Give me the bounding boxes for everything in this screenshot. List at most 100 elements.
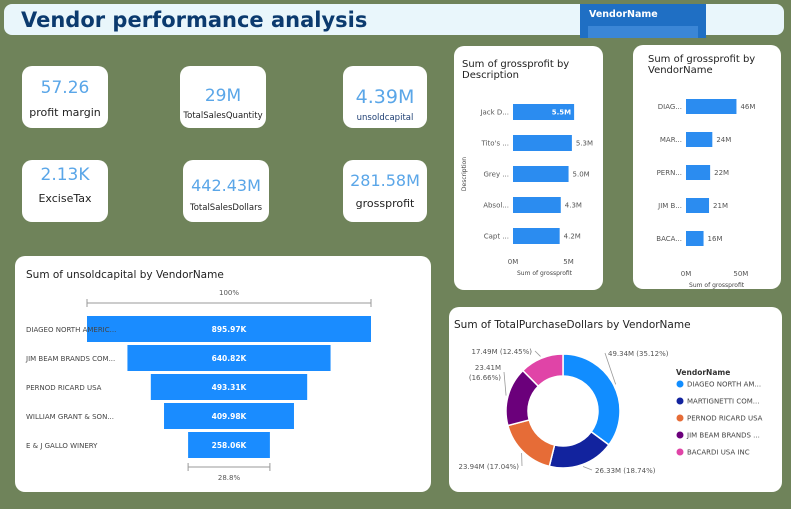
- kpi-unsold-capital: 4.39M unsoldcapital: [343, 66, 427, 128]
- data-label: 24M: [716, 136, 731, 144]
- kpi-profit-margin: 57.26 profit margin: [22, 66, 108, 128]
- y-axis-title: Description: [461, 157, 468, 191]
- data-label: 46M: [740, 103, 755, 111]
- kpi-total-sales-dollars: 442.43M TotalSalesDollars: [183, 160, 269, 222]
- kpi-value: 281.58M: [350, 171, 420, 190]
- data-label: 16M: [708, 235, 723, 243]
- data-label: 4.3M: [565, 202, 582, 210]
- page-title: Vendor performance analysis: [21, 8, 368, 32]
- bar: [686, 99, 737, 114]
- data-label: 640.82K: [212, 354, 248, 363]
- legend-swatch: [676, 431, 684, 439]
- legend-swatch: [676, 397, 684, 405]
- category-label: WILLIAM GRANT & SON...: [26, 413, 114, 421]
- slicer-label: VendorName: [589, 9, 658, 20]
- category-label: Absol...: [483, 202, 509, 210]
- bar: [686, 165, 711, 180]
- bar: [513, 135, 572, 151]
- funnel-chart: 100% 895.97K DIAGEO NORTH AMERIC... 640.82K…: [25, 289, 372, 482]
- legend-swatch: [676, 380, 684, 388]
- funnel-bar: [127, 345, 331, 371]
- kpi-label: TotalSalesDollars: [189, 203, 263, 213]
- bar: [513, 166, 569, 182]
- category-label: PERNOD RICARD USA: [26, 384, 102, 392]
- legend-item: PERNOD RICARD USA: [687, 415, 763, 423]
- category-label: Jack D...: [479, 109, 509, 117]
- chart-title: Sum of grossprofit by VendorName: [648, 54, 756, 76]
- vendor-slicer[interactable]: VendorName: [580, 4, 706, 38]
- category-label: JIM BEAM BRANDS COM...: [25, 355, 115, 363]
- data-label: 5.5M: [552, 109, 571, 117]
- bar-chart-description: Jack D... 5.5M Tito's ... 5.3M Grey ... 5.0M A…: [461, 104, 593, 277]
- slice-label: 23.41M: [475, 364, 501, 372]
- legend-title: VendorName: [676, 368, 730, 377]
- x-axis-title: Sum of grossprofit: [689, 282, 745, 289]
- bar: [686, 231, 704, 246]
- donut-slice: [506, 419, 556, 468]
- category-label: E & J GALLO WINERY: [26, 442, 98, 450]
- x-tick-label: 0M: [508, 258, 519, 266]
- slice-label: 17.49M (12.45%): [472, 348, 533, 356]
- top-percent-label: 100%: [219, 289, 239, 297]
- slicer-dropdown[interactable]: [588, 26, 698, 38]
- chart-grossprofit-by-description: Sum of grossprofit by Description Jack D…: [454, 46, 603, 290]
- data-label: 258.06K: [212, 441, 248, 450]
- kpi-label: TotalSalesQuantity: [183, 111, 263, 121]
- kpi-excise-tax: 2.13K ExciseTax: [22, 160, 108, 222]
- chart-title: Sum of unsoldcapital by VendorName: [26, 269, 224, 281]
- data-label: 22M: [714, 169, 729, 177]
- bottom-percent-label: 28.8%: [218, 474, 241, 482]
- leader-line: [503, 371, 507, 396]
- data-label: 21M: [713, 202, 728, 210]
- legend-item: JIM BEAM BRANDS ...: [686, 432, 760, 440]
- x-axis-title: Sum of grossprofit: [517, 270, 573, 277]
- kpi-value: 57.26: [40, 78, 90, 98]
- category-label: Tito's ...: [480, 140, 509, 148]
- kpi-gross-profit: 281.58M grossprofit: [343, 160, 427, 222]
- bar-chart-vendor: DIAG... 46M MAR... 24M PERN... 22M JIM B... 21M…: [656, 99, 755, 289]
- chart-grossprofit-by-vendor: Sum of grossprofit by VendorName DIAG...…: [633, 45, 781, 289]
- category-label: PERN...: [657, 169, 682, 177]
- category-label: Capt ...: [484, 233, 509, 241]
- kpi-value: 4.39M: [355, 86, 415, 108]
- legend-item: BACARDI USA INC: [687, 449, 750, 457]
- category-label: BACA...: [656, 235, 682, 243]
- bar: [686, 132, 713, 147]
- funnel-bar: [164, 403, 294, 429]
- kpi-total-sales-quantity: 29M TotalSalesQuantity: [180, 66, 266, 128]
- chart-title: Sum of grossprofit by Description: [462, 59, 570, 81]
- category-label: DIAGEO NORTH AMERIC...: [26, 326, 116, 334]
- bar: [686, 198, 710, 213]
- category-label: DIAG...: [658, 103, 682, 111]
- bar: [513, 197, 561, 213]
- kpi-value: 2.13K: [40, 165, 90, 185]
- legend-swatch: [676, 414, 684, 422]
- donut-chart: 49.34M (35.12%) 26.33M (18.74%) 23.94M (17…: [459, 348, 763, 475]
- kpi-value: 442.43M: [191, 176, 261, 195]
- kpi-value: 29M: [204, 86, 242, 106]
- legend-item: MARTIGNETTI COM...: [687, 398, 759, 406]
- bar: [513, 104, 575, 120]
- category-label: Grey ...: [484, 171, 510, 179]
- legend-swatch: [676, 448, 684, 456]
- chart-purchase-dollars-donut: Sum of TotalPurchaseDollars by VendorNam…: [449, 307, 782, 492]
- funnel-bar: [87, 316, 371, 342]
- data-label: 4.2M: [564, 233, 581, 241]
- funnel-bar: [188, 432, 270, 458]
- kpi-label: unsoldcapital: [356, 113, 414, 123]
- category-label: JIM B...: [657, 202, 682, 210]
- data-label: 493.31K: [212, 383, 248, 392]
- chart-unsoldcapital-funnel: Sum of unsoldcapital by VendorName 100% 8…: [15, 256, 431, 492]
- kpi-label: profit margin: [29, 106, 101, 119]
- x-tick-label: 50M: [733, 270, 748, 278]
- data-label: 5.0M: [573, 171, 590, 179]
- slice-label: 23.94M (17.04%): [459, 463, 520, 471]
- leader-line: [604, 352, 617, 385]
- leader-line: [582, 466, 593, 471]
- funnel-bar: [150, 374, 308, 400]
- x-tick-label: 5M: [563, 258, 574, 266]
- legend-item: DIAGEO NORTH AM...: [687, 381, 761, 389]
- data-label: 895.97K: [212, 325, 248, 334]
- data-label: 409.98K: [212, 412, 248, 421]
- slice-label: (16.66%): [469, 374, 501, 382]
